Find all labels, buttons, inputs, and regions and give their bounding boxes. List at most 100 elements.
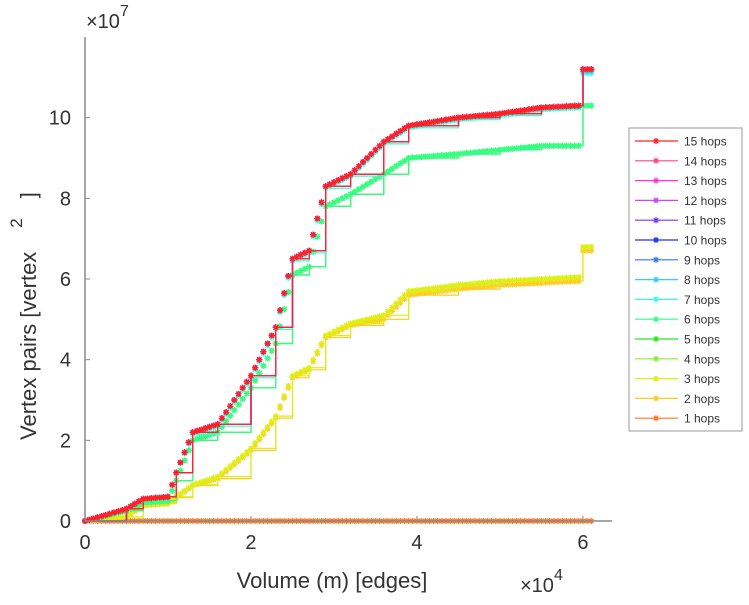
- data-point-marker: [111, 509, 118, 516]
- legend-marker-icon: [653, 375, 659, 382]
- data-point-marker: [521, 107, 528, 114]
- data-point-marker: [169, 481, 176, 488]
- data-point-marker: [480, 112, 487, 119]
- data-point-marker: [301, 265, 308, 272]
- data-point-marker: [90, 515, 97, 522]
- data-point-marker: [521, 144, 528, 151]
- data-point-marker: [393, 300, 400, 307]
- legend-item: 10 hops: [635, 234, 727, 248]
- data-point-marker: [563, 103, 570, 110]
- data-point-marker: [505, 146, 512, 153]
- series-13-hops: [82, 66, 595, 524]
- data-point-marker: [330, 328, 337, 335]
- series-14-hops: [82, 66, 595, 524]
- data-point-marker: [364, 155, 371, 161]
- data-point-marker: [401, 125, 408, 132]
- svg-text:Vertex pairs [vertex2]: Vertex pairs [vertex2]: [7, 192, 41, 440]
- data-point-marker: [173, 469, 180, 476]
- data-point-marker: [372, 314, 379, 321]
- data-point-marker: [322, 332, 329, 339]
- data-point-marker: [563, 274, 570, 281]
- legend-item: 13 hops: [635, 174, 727, 188]
- data-point-marker: [575, 273, 582, 280]
- data-point-marker: [231, 459, 238, 466]
- legend-item: 6 hops: [635, 313, 720, 327]
- data-point-marker: [256, 434, 263, 441]
- series-line: [85, 70, 592, 522]
- data-point-marker: [106, 515, 113, 522]
- legend-item: 12 hops: [635, 194, 727, 208]
- series-line: [85, 246, 592, 522]
- data-point-marker: [534, 276, 541, 283]
- data-point-marker: [534, 280, 541, 287]
- data-point-marker: [538, 280, 545, 287]
- data-point-marker: [164, 497, 171, 504]
- data-point-marker: [326, 201, 333, 208]
- data-point-marker: [102, 515, 109, 522]
- data-point-marker: [438, 284, 445, 291]
- data-point-marker: [409, 291, 416, 298]
- data-point-marker: [513, 145, 520, 152]
- data-point-marker: [451, 286, 458, 293]
- x-tick-label: 4: [411, 532, 422, 554]
- data-point-marker: [330, 179, 337, 186]
- y-tick-label: 10: [49, 108, 71, 130]
- data-point-marker: [310, 248, 317, 255]
- data-point-marker: [384, 136, 391, 143]
- data-point-marker: [418, 153, 425, 160]
- data-point-marker: [476, 148, 483, 155]
- series-line: [85, 68, 592, 522]
- data-point-marker: [264, 340, 271, 347]
- data-point-marker: [306, 364, 313, 371]
- data-point-marker: [550, 142, 557, 149]
- data-point-marker: [177, 467, 184, 474]
- data-point-marker: [198, 426, 205, 433]
- data-point-marker: [115, 514, 122, 521]
- data-point-marker: [492, 147, 499, 154]
- data-point-marker: [223, 466, 230, 473]
- legend-item: 7 hops: [635, 293, 720, 307]
- data-point-marker: [326, 330, 333, 337]
- series-line: [85, 68, 592, 522]
- legend-label: 1 hops: [684, 412, 720, 426]
- data-point-marker: [447, 151, 454, 158]
- data-point-marker: [397, 296, 404, 303]
- data-point-marker: [559, 142, 566, 149]
- data-point-marker: [476, 284, 483, 291]
- data-point-marker: [268, 418, 275, 425]
- legend-label: 7 hops: [684, 293, 720, 307]
- legend-marker-icon: [653, 237, 659, 243]
- data-point-marker: [550, 103, 557, 110]
- legend-label: 10 hops: [684, 234, 727, 248]
- data-point-marker: [194, 435, 201, 442]
- data-point-marker: [301, 249, 308, 256]
- series-11-hops: [82, 66, 595, 524]
- data-point-marker: [538, 276, 545, 282]
- data-point-marker: [231, 407, 238, 414]
- data-point-marker: [472, 113, 479, 120]
- legend-marker-icon: [653, 256, 659, 263]
- data-point-marker: [351, 319, 358, 326]
- data-point-marker: [430, 289, 437, 296]
- data-point-marker: [297, 251, 304, 258]
- legend-marker-icon: [653, 157, 659, 164]
- data-point-marker: [198, 434, 205, 441]
- data-point-marker: [260, 429, 267, 436]
- data-point-marker: [252, 440, 259, 447]
- data-point-marker: [484, 279, 491, 286]
- data-point-marker: [434, 152, 441, 159]
- data-point-marker: [384, 168, 391, 175]
- data-point-marker: [472, 284, 479, 291]
- data-point-marker: [169, 496, 176, 503]
- data-point-marker: [202, 433, 209, 440]
- data-point-marker: [144, 499, 151, 506]
- data-point-marker: [310, 231, 317, 238]
- data-point-marker: [422, 120, 429, 127]
- data-point-marker: [418, 286, 425, 293]
- y-tick-label: 8: [60, 188, 71, 210]
- data-point-marker: [289, 255, 296, 262]
- data-point-marker: [152, 498, 159, 505]
- data-point-marker: [467, 149, 474, 156]
- data-point-marker: [227, 412, 234, 419]
- data-point-marker: [198, 479, 205, 486]
